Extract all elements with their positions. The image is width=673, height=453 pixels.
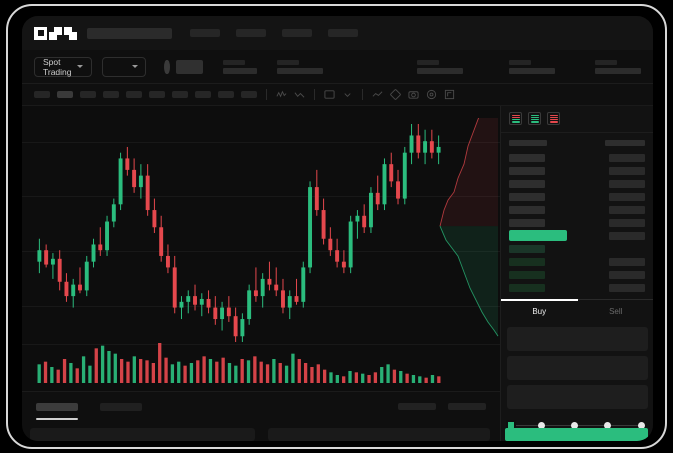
- bottom-action-2[interactable]: [448, 403, 486, 410]
- spot-trading-dropdown[interactable]: Spot Trading: [34, 56, 92, 77]
- orderbook-bids-icon[interactable]: [528, 112, 541, 125]
- pair-select[interactable]: [101, 56, 147, 77]
- toolbar-divider: [266, 89, 267, 100]
- app-header: [22, 16, 653, 50]
- orderbook-ask-row[interactable]: [509, 203, 645, 216]
- trade-form-fields: [501, 327, 653, 414]
- nav-item-4[interactable]: [328, 29, 358, 37]
- price-chart[interactable]: [22, 106, 500, 391]
- interval-button-active[interactable]: [57, 91, 73, 98]
- okx-logo[interactable]: [34, 26, 77, 40]
- tab-sell[interactable]: Sell: [609, 307, 623, 316]
- line-chart-icon[interactable]: [372, 89, 383, 100]
- footer-bar: [22, 428, 653, 441]
- chart-toolbar: [22, 84, 653, 106]
- orderbook-bid-row[interactable]: [509, 242, 645, 255]
- interval-button[interactable]: [195, 91, 211, 98]
- pair-avatar-icon: [164, 59, 170, 74]
- footer-panel-left[interactable]: [30, 428, 255, 441]
- chevron-down-icon[interactable]: [342, 89, 353, 100]
- trade-form-tabs: Buy Sell: [501, 299, 653, 323]
- spot-trading-label: Spot Trading: [43, 56, 72, 77]
- stat-item: [223, 59, 257, 74]
- step-dot[interactable]: [538, 421, 545, 429]
- market-depth-overlay: [439, 118, 499, 337]
- device-frame: Spot Trading: [6, 4, 667, 449]
- toolbar-divider: [362, 89, 363, 100]
- chevron-down-icon: [76, 65, 83, 68]
- orderbook-rows: [501, 133, 653, 294]
- interval-button[interactable]: [80, 91, 96, 98]
- confirm-button[interactable]: [505, 428, 648, 441]
- interval-button[interactable]: [34, 91, 50, 98]
- camera-icon[interactable]: [408, 89, 419, 100]
- tab-open-orders[interactable]: [36, 402, 78, 420]
- total-field[interactable]: [507, 385, 648, 409]
- orderbook-view-toggles: [501, 106, 653, 133]
- volume-series: [37, 343, 441, 383]
- ruler-icon[interactable]: [390, 89, 401, 100]
- bottom-action-1[interactable]: [398, 403, 436, 410]
- last-price-value: [175, 59, 203, 74]
- orderbook-bid-row[interactable]: [509, 255, 645, 268]
- stat-item: [417, 59, 463, 74]
- stat-item: [509, 59, 555, 74]
- candlestick-series: [37, 124, 441, 342]
- fullscreen-icon[interactable]: [444, 89, 455, 100]
- template-icon[interactable]: [324, 89, 335, 100]
- interval-button[interactable]: [218, 91, 234, 98]
- pair-bar: Spot Trading: [22, 50, 653, 84]
- stat-item: [277, 59, 323, 74]
- orderbook-ask-row[interactable]: [509, 216, 645, 229]
- toolbar-divider: [314, 89, 315, 100]
- step-dot[interactable]: [638, 421, 645, 429]
- search-input[interactable]: [87, 27, 172, 39]
- orderbook-ask-row[interactable]: [509, 164, 645, 177]
- compare-icon[interactable]: [294, 89, 305, 100]
- orderbook-bid-row[interactable]: [509, 268, 645, 281]
- orderbook-both-icon[interactable]: [509, 112, 522, 125]
- interval-button[interactable]: [103, 91, 119, 98]
- interval-button[interactable]: [149, 91, 165, 98]
- nav-item-2[interactable]: [236, 29, 266, 37]
- orders-tabbar: [22, 391, 500, 421]
- tab-order-history[interactable]: [100, 402, 142, 411]
- nav-item-1[interactable]: [190, 29, 220, 37]
- indicator-icon[interactable]: [276, 89, 287, 100]
- app-screen: Spot Trading: [22, 16, 653, 441]
- step-dot[interactable]: [604, 421, 611, 429]
- stat-item: [595, 59, 641, 74]
- header-nav: [190, 29, 358, 37]
- orderbook-ask-row[interactable]: [509, 190, 645, 203]
- interval-button[interactable]: [172, 91, 188, 98]
- orderbook-asks-icon[interactable]: [547, 112, 560, 125]
- orderbook-ask-row[interactable]: [509, 151, 645, 164]
- orderbook-header: [509, 140, 645, 146]
- orderbook-ask-row[interactable]: [509, 177, 645, 190]
- price-field[interactable]: [507, 327, 648, 351]
- interval-button[interactable]: [241, 91, 257, 98]
- chevron-down-icon: [132, 65, 139, 68]
- settings-icon[interactable]: [426, 89, 437, 100]
- step-dot[interactable]: [571, 421, 578, 429]
- interval-button[interactable]: [126, 91, 142, 98]
- amount-field[interactable]: [507, 356, 648, 380]
- orderbook-panel: Buy Sell: [500, 106, 653, 441]
- market-stats: [223, 59, 641, 74]
- orderbook-last-price: [509, 229, 645, 242]
- nav-item-3[interactable]: [282, 29, 312, 37]
- footer-panel-mid[interactable]: [268, 428, 490, 441]
- orderbook-bid-row[interactable]: [509, 281, 645, 294]
- tab-buy[interactable]: Buy: [501, 299, 578, 323]
